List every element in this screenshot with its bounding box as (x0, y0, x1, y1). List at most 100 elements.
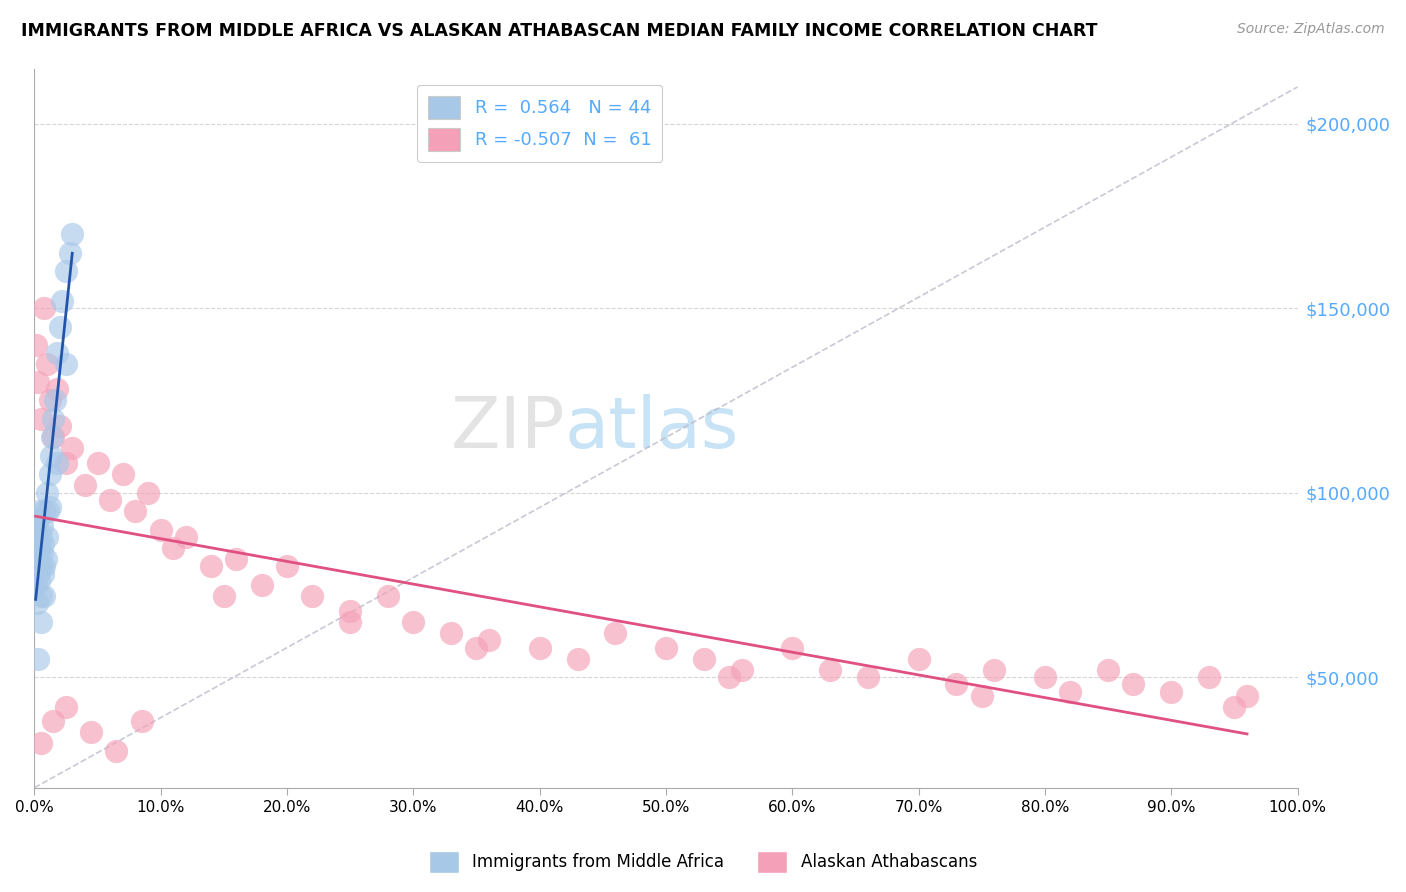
Point (55, 456, 77, 470)
Text: atlas: atlas (565, 393, 740, 463)
Point (124, 504, 146, 518)
Point (34, 559, 56, 574)
Point (24, 523, 46, 537)
Point (529, 640, 551, 655)
Point (605, 625, 627, 640)
Point (35, 552, 58, 566)
Point (39, 449, 62, 463)
Point (1033, 670, 1056, 684)
Point (32, 537, 55, 551)
Point (27, 533, 49, 548)
Point (38, 467, 60, 482)
Point (28, 504, 51, 518)
Point (34, 589, 56, 603)
Point (478, 633, 501, 648)
Point (30, 412, 52, 426)
Point (32, 566, 55, 581)
Point (780, 640, 803, 655)
Point (30, 559, 52, 574)
Point (55, 699, 77, 714)
Point (38, 393, 60, 408)
Point (27, 566, 49, 581)
Point (30, 615, 52, 629)
Point (131, 714, 153, 729)
Point (35, 530, 58, 544)
Point (35, 485, 58, 500)
Point (465, 640, 488, 655)
Point (46, 345, 69, 359)
Point (27, 552, 49, 566)
Point (105, 744, 128, 758)
Point (25, 559, 48, 574)
Point (339, 604, 361, 618)
Point (38, 500, 60, 515)
Point (31, 544, 53, 558)
Point (25, 515, 48, 529)
Point (731, 663, 754, 677)
Point (48, 319, 70, 334)
Point (27, 511, 49, 525)
Point (41, 430, 63, 444)
Point (250, 578, 273, 592)
Point (35, 357, 58, 371)
Point (111, 467, 134, 482)
Point (276, 559, 298, 574)
Text: IMMIGRANTS FROM MIDDLE AFRICA VS ALASKAN ATHABASCAN MEDIAN FAMILY INCOME CORRELA: IMMIGRANTS FROM MIDDLE AFRICA VS ALASKAN… (21, 22, 1098, 40)
Point (718, 670, 741, 684)
Point (149, 523, 172, 537)
Point (46, 456, 69, 470)
Point (402, 615, 425, 629)
Point (42, 412, 65, 426)
Point (27, 651, 49, 665)
Point (60, 442, 83, 456)
Point (856, 670, 879, 684)
Point (212, 589, 235, 603)
Point (42, 714, 65, 729)
Point (693, 651, 716, 665)
Point (48, 419, 70, 434)
Point (28, 574, 51, 589)
Point (339, 615, 361, 629)
Point (1160, 685, 1182, 699)
Point (24, 541, 46, 555)
Point (51, 293, 73, 308)
Point (200, 559, 222, 574)
Point (73, 478, 96, 492)
Point (174, 530, 197, 544)
Point (28, 541, 51, 555)
Point (30, 530, 52, 544)
Point (60, 227, 83, 242)
Point (31, 519, 53, 533)
Legend: R =  0.564   N = 44, R = -0.507  N =  61: R = 0.564 N = 44, R = -0.507 N = 61 (418, 85, 662, 161)
Point (1236, 689, 1258, 703)
Point (907, 651, 929, 665)
Point (24, 578, 46, 592)
Point (567, 651, 589, 665)
Point (25, 530, 48, 544)
Point (1198, 670, 1220, 684)
Point (55, 264, 77, 278)
Point (27, 375, 49, 389)
Point (46, 383, 69, 397)
Point (80, 725, 103, 739)
Text: ZIP: ZIP (450, 393, 565, 463)
Point (818, 663, 841, 677)
Point (1097, 663, 1119, 677)
Point (1059, 685, 1081, 699)
Point (136, 485, 159, 500)
Point (970, 689, 993, 703)
Legend: Immigrants from Middle Africa, Alaskan Athabascans: Immigrants from Middle Africa, Alaskan A… (422, 845, 984, 880)
Point (1223, 699, 1246, 714)
Point (37, 504, 59, 518)
Text: Source: ZipAtlas.com: Source: ZipAtlas.com (1237, 22, 1385, 37)
Point (34, 504, 56, 518)
Point (24, 338, 46, 352)
Point (34, 301, 56, 316)
Point (59, 246, 82, 260)
Point (377, 589, 399, 603)
Point (225, 552, 247, 566)
Point (86, 456, 108, 470)
Point (25, 596, 48, 610)
Point (440, 625, 463, 640)
Point (30, 737, 52, 751)
